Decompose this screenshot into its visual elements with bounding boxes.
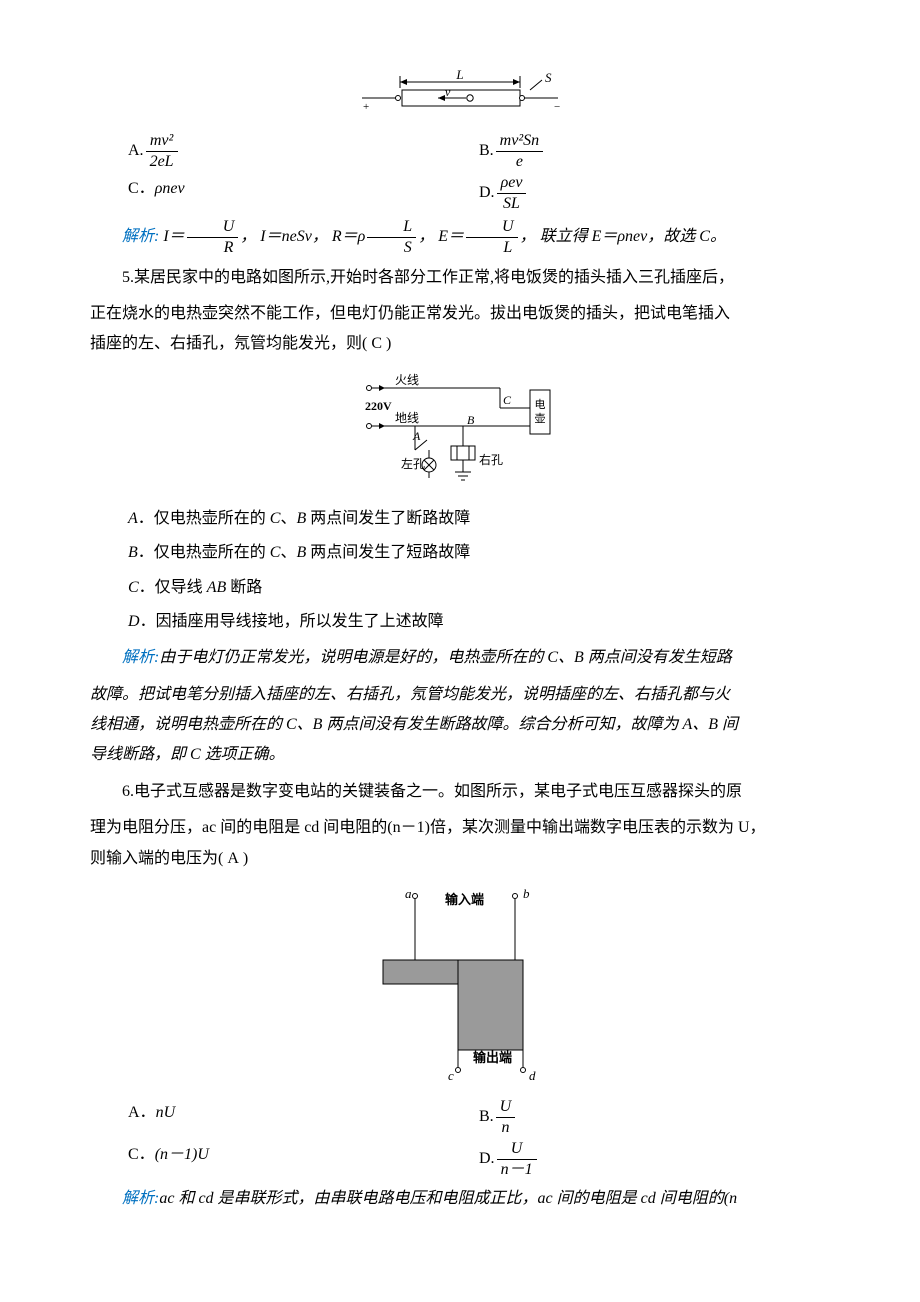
q6-option-A: A．nU: [128, 1098, 479, 1136]
svg-text:c: c: [448, 1068, 454, 1082]
q5-solution-l2: 故障。把试电笔分别插入插座的左、右插孔，氖管均能发光，说明插座的左、右插孔都与火: [90, 680, 830, 710]
q5-solution-l3: 线相通，说明电热壶所在的 C、B 两点间没有发生断路故障。综合分析可知，故障为 …: [90, 710, 830, 740]
svg-text:B: B: [467, 413, 475, 427]
fig4-S-label: S: [545, 70, 552, 85]
svg-text:左孔: 左孔: [401, 456, 425, 471]
q5-options: A．仅电热壶所在的 C、B 两点间发生了断路故障 B．仅电热壶所在的 C、B 两…: [128, 504, 830, 638]
q6-figure: a b 输入端 c d 输出端: [90, 882, 830, 1082]
fig4-L-label: L: [455, 68, 463, 82]
q6-stem-l3: 则输入端的电压为(A): [90, 844, 830, 874]
q5-figure: 火线 220V 地线 A B 左孔 右孔 C 电 壶: [90, 368, 830, 488]
q6-solution: 解析:ac 和 cd 是串联形式，由串联电路电压和电阻成正比，ac 间的电阻是 …: [90, 1184, 830, 1214]
q6-options: A．nU B.Un C．(n－1)U D.Un－1: [128, 1098, 830, 1178]
fig5-kettle-char2: 壶: [535, 411, 546, 425]
fig4-minus: −: [554, 101, 560, 113]
fig4-plus: +: [363, 101, 369, 113]
svg-text:C: C: [503, 393, 512, 407]
svg-text:输出端: 输出端: [473, 1050, 512, 1065]
q4-option-A: A.mv²2eL: [128, 132, 479, 170]
q6-stem: 6.电子式互感器是数字变电站的关键装备之一。如图所示，某电子式电压互感器探头的原: [90, 777, 830, 807]
q5-stem: 5.某居民家中的电路如图所示,开始时各部分工作正常,将电饭煲的插头插入三孔插座后…: [90, 263, 830, 293]
q4-options: A.mv²2eL B.mv²Sne C．ρnev D.ρevSL: [128, 132, 830, 212]
q5-option-C: C．仅导线 AB 断路: [128, 573, 830, 603]
q5-stem-l2: 正在烧水的电热壶突然不能工作，但电灯仍能正常发光。拔出电饭煲的插头，把试电笔插入: [90, 299, 830, 329]
q6-option-B: B.Un: [479, 1098, 830, 1136]
svg-text:b: b: [523, 886, 530, 901]
svg-text:地线: 地线: [395, 411, 419, 425]
q5-option-D: D．因插座用导线接地，所以发生了上述故障: [128, 607, 830, 637]
svg-text:火线: 火线: [395, 373, 419, 387]
q4-option-D: D.ρevSL: [479, 174, 830, 212]
q4-option-C: C．ρnev: [128, 174, 479, 212]
q4-solution: 解析: I＝UR， I＝neSv， R＝ρLS， E＝UL， 联立得 E＝ρne…: [90, 218, 830, 256]
q6-option-D: D.Un－1: [479, 1140, 830, 1178]
q6-stem-l2: 理为电阻分压，ac 间的电阻是 cd 间电阻的(n－1)倍，某次测量中输出端数字…: [90, 813, 830, 843]
q5-solution: 解析:由于电灯仍正常发光，说明电源是好的，电热壶所在的 C、B 两点间没有发生短…: [90, 643, 830, 673]
q5-stem-l3: 插座的左、右插孔，氖管均能发光，则(C): [90, 329, 830, 359]
fig4-v-label: v: [445, 85, 451, 99]
svg-text:d: d: [529, 1068, 536, 1082]
q5-option-B: B．仅电热壶所在的 C、B 两点间发生了短路故障: [128, 538, 830, 568]
svg-text:输入端: 输入端: [445, 892, 484, 907]
svg-text:220V: 220V: [365, 399, 392, 413]
q5-solution-l4: 导线断路，即 C 选项正确。: [90, 740, 830, 770]
q6-option-C: C．(n－1)U: [128, 1140, 479, 1178]
q5-option-A: A．仅电热壶所在的 C、B 两点间发生了断路故障: [128, 504, 830, 534]
svg-text:右孔: 右孔: [479, 452, 503, 467]
svg-text:a: a: [405, 886, 412, 901]
q4-figure: L + v − S: [90, 68, 830, 116]
q4-option-B: B.mv²Sne: [479, 132, 830, 170]
svg-text:A: A: [412, 429, 421, 443]
fig5-kettle-char1: 电: [535, 398, 546, 411]
